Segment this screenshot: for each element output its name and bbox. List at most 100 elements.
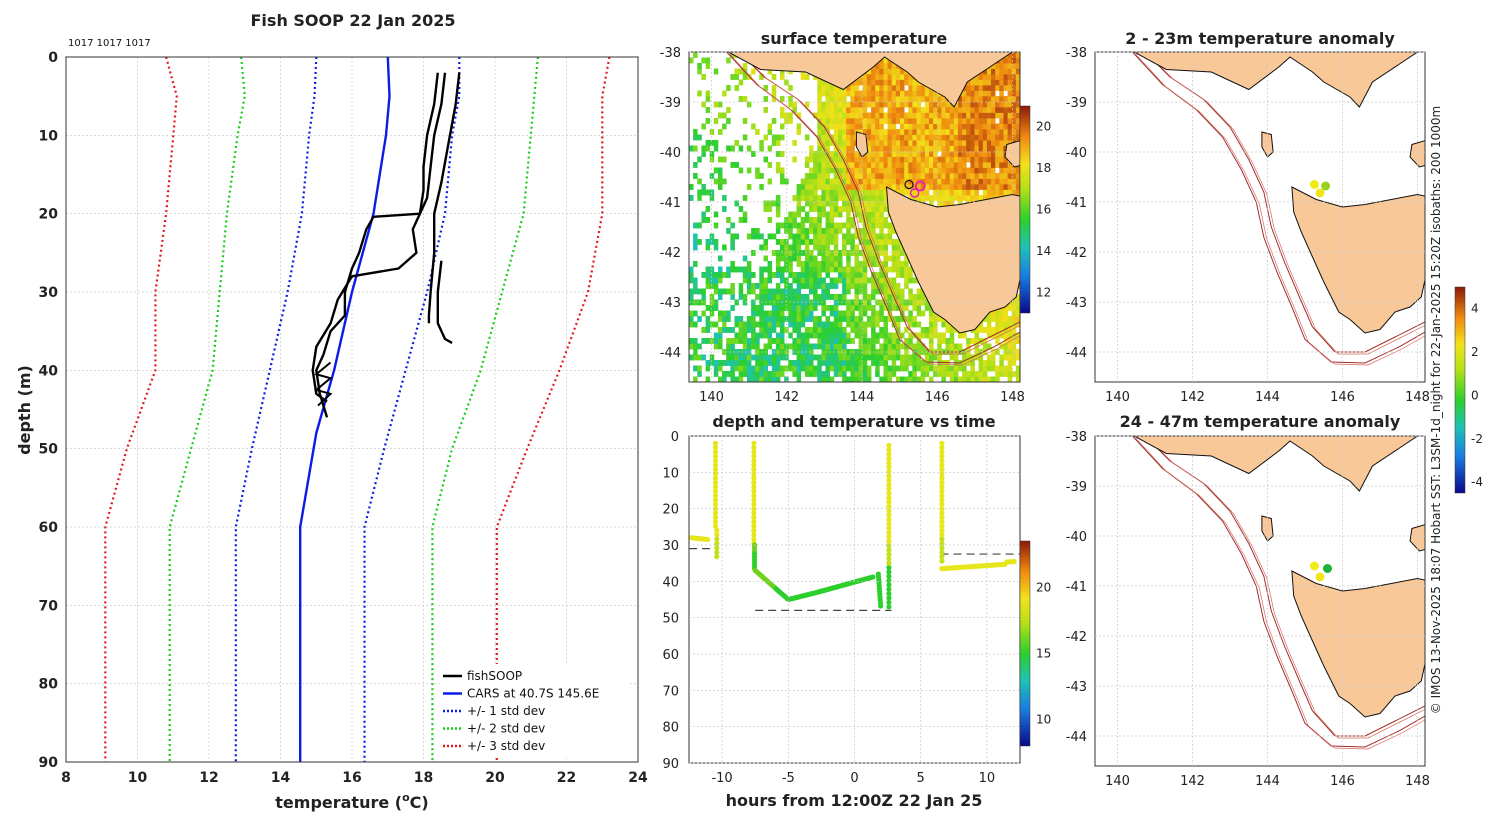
- sst-pixel: [929, 167, 934, 174]
- sst-pixel: [1007, 63, 1013, 69]
- sst-pixel: [949, 112, 955, 119]
- sst-pixel: [949, 123, 955, 130]
- sst-pixel: [991, 96, 996, 102]
- sst-pixel: [875, 112, 880, 119]
- time-sample-point: [886, 530, 892, 536]
- sst-pixel: [800, 184, 806, 190]
- sst-pixel: [875, 101, 880, 108]
- sst-pixel: [883, 338, 888, 344]
- sst-pixel: [846, 305, 851, 311]
- sst-pixel: [966, 189, 971, 196]
- sst-pixel: [912, 321, 917, 328]
- x-tick-label: 146: [1330, 774, 1355, 789]
- sst-pixel: [941, 145, 946, 152]
- sst-pixel: [738, 371, 744, 377]
- time-sample-point: [751, 488, 757, 494]
- sst-pixel: [891, 140, 897, 146]
- sst-pixel: [941, 140, 946, 146]
- sst-pixel: [829, 195, 835, 201]
- sst-pixel: [846, 338, 851, 344]
- sst-pixel: [1003, 332, 1008, 339]
- sst-pixel: [697, 343, 702, 350]
- sst-pixel: [986, 343, 992, 350]
- sst-pixel: [991, 360, 996, 366]
- sst-pixel: [895, 266, 901, 273]
- sst-pixel: [912, 365, 917, 372]
- y-tick-label: 20: [39, 207, 59, 223]
- sst-pixel: [986, 145, 992, 152]
- sst-pixel: [883, 184, 888, 190]
- sst-pixel: [953, 107, 959, 113]
- sst-pixel: [775, 332, 781, 339]
- sst-pixel: [887, 222, 893, 229]
- sst-pixel: [850, 85, 855, 91]
- sst-pixel: [991, 129, 996, 135]
- sst-pixel: [1011, 338, 1017, 344]
- sst-pixel: [833, 129, 839, 135]
- sst-pixel: [900, 134, 905, 141]
- time-sample-point: [712, 523, 719, 529]
- sst-pixel: [771, 90, 777, 97]
- sst-pixel: [788, 266, 793, 273]
- isobath-line: [1132, 436, 1425, 748]
- legend-label: CARS at 40.7S 145.6E: [467, 687, 599, 701]
- sst-pixel: [862, 156, 868, 163]
- sst-pixel: [1007, 57, 1013, 64]
- sst-pixel: [850, 310, 855, 317]
- sst-pixel: [999, 90, 1004, 97]
- sst-pixel: [817, 162, 822, 168]
- sst-pixel: [937, 129, 942, 135]
- sst-pixel: [813, 288, 818, 295]
- sst-pixel: [941, 96, 946, 102]
- series-line-fishsoop-noise: [314, 361, 333, 407]
- sst-pixel: [970, 118, 975, 124]
- sst-pixel: [1007, 376, 1013, 382]
- sst-pixel: [858, 101, 864, 108]
- sst-pixel: [1011, 321, 1017, 328]
- sst-pixel: [916, 184, 922, 190]
- sst-pixel: [1003, 371, 1008, 377]
- time-sample-point: [886, 455, 892, 462]
- sst-pixel: [866, 151, 872, 157]
- sst-pixel: [875, 178, 880, 185]
- sst-pixel: [929, 151, 934, 157]
- time-sample-point: [886, 482, 892, 488]
- sst-pixel: [788, 299, 793, 306]
- sst-pixel: [689, 266, 694, 273]
- sst-pixel: [970, 140, 975, 146]
- sst-pixel: [813, 189, 818, 196]
- sst-pixel: [746, 277, 752, 284]
- sst-pixel: [908, 321, 913, 328]
- sst-pixel: [908, 266, 913, 273]
- sst-pixel: [891, 277, 897, 284]
- sst-pixel: [862, 112, 868, 119]
- sst-pixel: [887, 305, 893, 311]
- sst-pixel: [966, 376, 971, 382]
- sst-pixel: [800, 178, 806, 185]
- sst-pixel: [829, 107, 835, 113]
- sst-pixel: [697, 239, 702, 245]
- land-tasmania: [885, 186, 1020, 334]
- sst-pixel: [904, 266, 909, 273]
- sst-pixel: [821, 283, 826, 289]
- sst-pixel: [755, 305, 760, 311]
- sst-pixel: [833, 371, 839, 377]
- sst-pixel: [866, 244, 872, 251]
- sst-pixel: [970, 145, 975, 152]
- sst-pixel: [883, 365, 888, 372]
- sst-pixel: [862, 255, 868, 262]
- sst-pixel: [713, 167, 719, 174]
- sst-pixel: [809, 277, 814, 284]
- sst-pixel: [916, 85, 922, 91]
- sst-pixel: [924, 123, 930, 130]
- sst-pixel: [986, 129, 992, 135]
- sst-pixel: [879, 167, 884, 174]
- sst-pixel: [804, 200, 810, 207]
- sst-pixel: [871, 283, 876, 289]
- sst-pixel: [722, 376, 727, 382]
- sst-pixel: [887, 288, 893, 295]
- sst-pixel: [809, 217, 814, 223]
- sst-pixel: [991, 327, 996, 333]
- sst-pixel: [953, 145, 959, 152]
- sst-pixel: [804, 189, 810, 196]
